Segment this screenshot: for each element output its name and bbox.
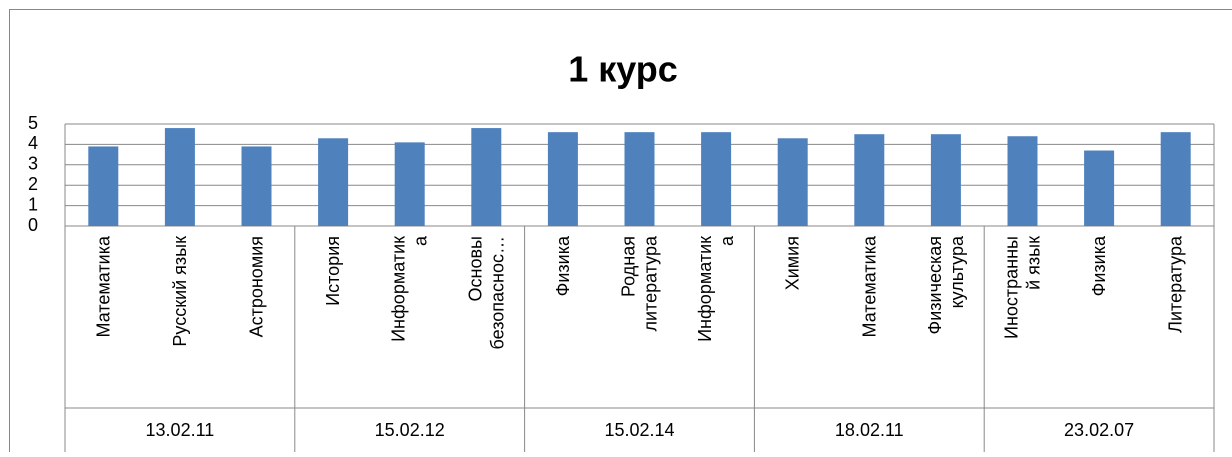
x-tick-label-line: Основы: [465, 236, 485, 301]
x-tick-label-line: Физическая: [925, 236, 945, 334]
bar: [1161, 132, 1191, 226]
x-tick-label: Химия: [783, 236, 803, 290]
y-tick-label: 3: [28, 154, 38, 174]
x-tick-label-line: Русский язык: [170, 236, 190, 347]
x-tick-label: Литература: [1166, 235, 1186, 333]
bar: [88, 146, 118, 226]
bar: [701, 132, 731, 226]
group-label: 23.02.07: [1064, 420, 1134, 440]
x-tick-label-line: Информатик: [695, 236, 715, 342]
group-label: 15.02.14: [604, 420, 674, 440]
x-tick-label: Русский язык: [170, 236, 190, 347]
bar: [854, 134, 884, 226]
y-tick-label: 2: [28, 174, 38, 194]
x-tick-label-line: Математика: [93, 235, 113, 337]
x-tick-label-line: а: [717, 235, 737, 246]
y-tick-label: 5: [28, 113, 38, 133]
x-tick-label-line: Химия: [783, 236, 803, 290]
bar: [242, 146, 272, 226]
chart-title: 1 курс: [568, 49, 678, 90]
x-tick-label-line: Литература: [1166, 235, 1186, 333]
group-label: 13.02.11: [146, 420, 215, 440]
bar: [318, 138, 348, 226]
bar: [1008, 136, 1038, 226]
x-tick-label-line: Иностранны: [1002, 236, 1022, 339]
x-tick-label-line: а: [411, 235, 431, 246]
bar: [625, 132, 655, 226]
bar: [395, 142, 425, 226]
x-tick-label-line: Информатик: [389, 236, 409, 342]
bar: [1084, 151, 1114, 226]
group-label: 18.02.11: [835, 420, 904, 440]
x-tick-label: Астрономия: [247, 236, 267, 337]
x-tick-label-line: История: [323, 236, 343, 306]
x-tick-label: Математика: [93, 235, 113, 337]
x-tick-label: Математика: [859, 235, 879, 337]
x-tick-label-line: культура: [947, 235, 967, 308]
group-label: 15.02.12: [375, 420, 445, 440]
x-tick-label: История: [323, 236, 343, 306]
x-tick-label-line: безопаснос…: [487, 236, 507, 350]
x-tick-label-line: й язык: [1024, 236, 1044, 290]
x-tick-label: Физика: [1089, 235, 1109, 296]
x-tick-label-line: литература: [641, 235, 661, 331]
x-tick-label-line: Астрономия: [247, 236, 267, 337]
bar: [548, 132, 578, 226]
bar: [778, 138, 808, 226]
x-tick-label-line: Родная: [619, 236, 639, 297]
x-tick-label-line: Физика: [553, 235, 573, 296]
bar: [931, 134, 961, 226]
x-tick-label-line: Физика: [1089, 235, 1109, 296]
y-tick-label: 1: [28, 194, 38, 214]
x-tick-label: Физика: [553, 235, 573, 296]
x-tick-label-line: Математика: [859, 235, 879, 337]
y-tick-label: 4: [28, 133, 38, 153]
bar: [471, 128, 501, 226]
y-tick-label: 0: [28, 215, 38, 235]
bar: [165, 128, 195, 226]
